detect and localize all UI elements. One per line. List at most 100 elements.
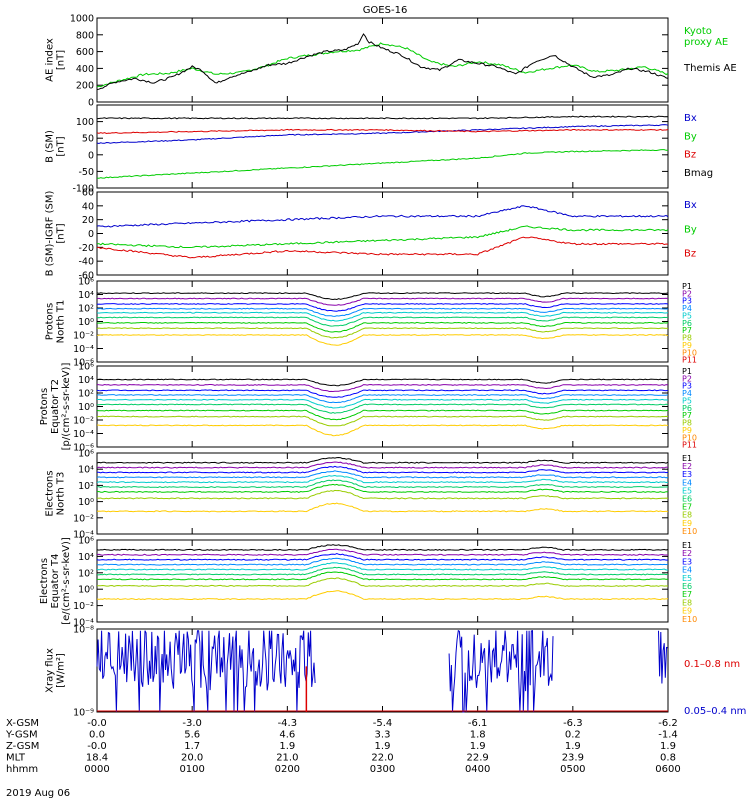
y-axis-label-p_equator: Protons (39, 388, 50, 425)
y-tick-label-p_equator: 10⁰ (78, 402, 94, 413)
y-tick-label-bigrf: 40 (82, 201, 94, 212)
legend-ae-2: Themis AE (683, 63, 737, 74)
y-tick-label-p_equator: 10⁻⁶ (73, 443, 94, 454)
legend-xray-2: 0.05–0.4 nm (684, 706, 746, 717)
ephem-value-Z-GSM: 1.9 (375, 741, 391, 752)
legend-e_north-E5: E5 (682, 486, 692, 495)
ephem-value-hhmm: 0200 (275, 764, 300, 775)
legend-e_equator-E9: E9 (682, 607, 692, 616)
legend-e_north-E8: E8 (682, 511, 692, 520)
y-tick-label-bigrf: 0 (88, 229, 94, 240)
channel-line-p_equator-5 (97, 398, 669, 409)
y-tick-label-e_north: 10⁶ (78, 449, 94, 460)
y-tick-label-p_equator: 10² (78, 389, 94, 400)
panel-frame-ae (96, 17, 669, 103)
y-axis-label-p_equator: [p/(cm²-s-sr-keV)] (61, 363, 72, 451)
ephem-value-X-GSM: -6.1 (468, 718, 488, 729)
y-tick-label-ae: 200 (76, 81, 94, 92)
channel-line-e_equator-6 (96, 566, 669, 576)
ephem-value-hhmm: 0100 (179, 764, 204, 775)
legend-e_north-E4: E4 (682, 478, 692, 487)
y-axis-label-e_north: Electrons (45, 470, 56, 516)
ephem-value-Y-GSM: 1.8 (470, 730, 486, 741)
legend-e_equator-E8: E8 (682, 598, 692, 607)
y-tick-label-ae: 400 (76, 64, 94, 75)
y-tick-label-e_equator: 10⁴ (78, 552, 94, 563)
legend-e_equator-E5: E5 (682, 574, 692, 583)
y-tick-label-e_equator: 10⁻⁴ (73, 618, 94, 629)
channel-line-p_north-1 (96, 292, 669, 301)
y-tick-label-ae: 800 (76, 30, 94, 41)
ephem-value-hhmm: 0500 (560, 764, 585, 775)
legend-e_equator-E1: E1 (682, 541, 692, 550)
channel-line-p_equator-9 (96, 424, 669, 437)
legend-p_equator-P11: P11 (682, 441, 697, 450)
panel-frame-bsm (96, 104, 669, 189)
y-tick-label-p_north: 10⁶ (78, 277, 94, 288)
y-tick-label-p_equator: 10⁴ (78, 375, 94, 386)
channel-line-e_equator-1 (96, 544, 669, 551)
y-tick-label-e_equator: 10⁻² (73, 601, 94, 612)
y-axis-label-xray: Xray flux (45, 648, 56, 693)
y-tick-label-bsm: 100 (76, 117, 94, 128)
series-line-bigrf-3 (96, 236, 669, 259)
ephem-value-Y-GSM: 3.3 (375, 730, 391, 741)
legend-p_north-P2: P2 (682, 289, 692, 298)
channel-line-p_north-9 (97, 334, 669, 346)
ephem-row-label-hhmm: hhmm (6, 764, 38, 775)
xray-short-line-1 (96, 630, 316, 713)
channel-line-p_equator-6 (96, 403, 669, 414)
y-axis-label-p_north: Protons (45, 303, 56, 340)
channel-line-p_north-7 (96, 321, 669, 333)
legend-e_north-E6: E6 (682, 495, 692, 504)
y-tick-label-bigrf: -60 (78, 271, 94, 282)
channel-line-e_equator-3 (96, 552, 669, 561)
ephem-value-MLT: 22.9 (467, 753, 489, 764)
y-axis-label-p_equator: Equator T2 (50, 379, 61, 434)
ephem-value-MLT: 20.0 (181, 753, 203, 764)
channel-line-e_north-8 (96, 489, 669, 500)
y-tick-label-ae: 0 (88, 98, 94, 109)
legend-p_equator-P6: P6 (682, 404, 692, 413)
legend-p_equator-P3: P3 (682, 382, 692, 391)
legend-e_equator-E3: E3 (682, 557, 692, 566)
legend-e_north-E1: E1 (682, 454, 692, 463)
channel-line-p_north-5 (96, 311, 669, 322)
y-tick-label-p_north: 10⁴ (78, 290, 94, 301)
ephem-value-Y-GSM: 5.6 (184, 730, 200, 741)
channel-line-e_north-5 (96, 474, 669, 484)
y-axis-label-xray: [W/m²] (56, 653, 67, 688)
ephem-value-Z-GSM: 1.9 (470, 741, 486, 752)
legend-p_equator-P9: P9 (682, 426, 692, 435)
legend-e_equator-E2: E2 (682, 549, 692, 558)
y-axis-label-e_equator: Electrons (39, 558, 50, 604)
channel-line-e_equator-2 (96, 548, 668, 556)
legend-bigrf-1: Bx (684, 200, 697, 211)
channel-line-e_north-9 (96, 502, 669, 513)
legend-bigrf-2: By (684, 224, 697, 235)
y-axis-label-e_equator: Equator T4 (50, 554, 61, 609)
legend-p_north-P4: P4 (682, 304, 692, 313)
legend-e_equator-E4: E4 (682, 566, 692, 575)
legend-e_north-E9: E9 (682, 519, 692, 528)
legend-p_north-P10: P10 (682, 348, 697, 357)
y-tick-label-p_equator: 10⁻⁴ (73, 429, 94, 440)
channel-line-p_north-3 (96, 302, 669, 312)
channel-line-p_north-8 (96, 327, 669, 339)
legend-ae-1: proxy AE (684, 37, 728, 48)
legend-p_equator-P2: P2 (682, 374, 692, 383)
date-label: 2019 Aug 06 (6, 788, 70, 799)
channel-line-e_north-3 (96, 465, 669, 474)
ephem-value-Y-GSM: 4.6 (279, 730, 295, 741)
ephem-value-MLT: 0.8 (660, 753, 676, 764)
ephem-row-label-MLT: MLT (6, 753, 26, 764)
y-axis-label-bsm: [nT] (56, 136, 67, 156)
y-axis-label-p_north: North T1 (56, 300, 67, 344)
y-tick-label-e_north: 10⁴ (78, 465, 94, 476)
y-tick-label-e_equator: 10² (78, 568, 94, 579)
ephem-value-Z-GSM: 1.7 (184, 741, 200, 752)
legend-bsm-1: Bx (684, 113, 697, 124)
channel-line-p_equator-1 (96, 378, 669, 387)
